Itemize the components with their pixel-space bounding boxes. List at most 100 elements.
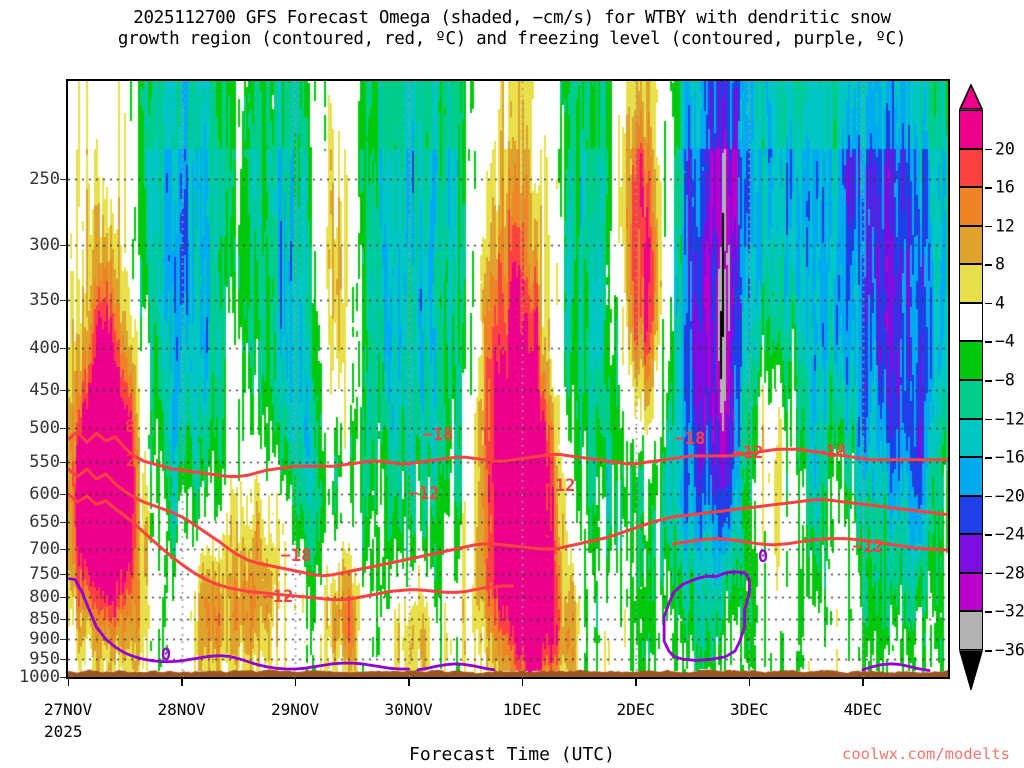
colorbar-band: [959, 341, 983, 380]
colorbar-band: [959, 418, 983, 458]
colorbar-tick: [985, 457, 992, 459]
y-axis-tick-label: 450: [29, 380, 60, 401]
x-axis-tick: [862, 679, 864, 686]
page-title: 2025112700 GFS Forecast Omega (shaded, −…: [117, 8, 907, 49]
x-axis-tick-label: 1DEC: [502, 700, 542, 719]
colorbar-tick: [985, 650, 992, 652]
colorbar-legend: 20 16 12 8 4 −4 −8 −12 −16 −20 −24 −28 −32 −36: [958, 83, 1024, 692]
y-axis-tick-label: 550: [29, 452, 60, 473]
y-axis-tick: [60, 522, 66, 524]
y-axis-tick: [60, 390, 66, 392]
colorbar-band: [959, 302, 983, 342]
colorbar-under-arrow: [958, 650, 984, 692]
colorbar-tick-label: −28: [995, 563, 1024, 583]
colorbar-tick: [985, 534, 992, 536]
colorbar-band: [959, 380, 983, 419]
colorbar-band: [959, 457, 983, 496]
y-axis-tick: [60, 618, 66, 620]
colorbar-band: [959, 110, 983, 149]
y-axis-tick-label: 700: [29, 538, 60, 559]
colorbar-band: [959, 187, 983, 226]
colorbar-tick: [985, 572, 992, 575]
colorbar-tick-label: 20: [995, 139, 1015, 159]
x-axis-tick: [294, 679, 297, 686]
colorbar-tick-label: 8: [995, 254, 1005, 274]
colorbar-tick-label: −36: [995, 640, 1024, 660]
colorbar-band: [959, 148, 983, 188]
colorbar-tick: [985, 418, 992, 421]
x-axis-tick: [635, 679, 637, 686]
colorbar-tick-label: 12: [995, 216, 1015, 236]
x-axis-tick-label: 28NOV: [157, 700, 206, 719]
colorbar-tick: [985, 611, 992, 613]
x-axis-tick: [408, 679, 410, 686]
colorbar-tick: [985, 341, 992, 343]
colorbar-tick: [985, 302, 992, 305]
y-axis-tick: [60, 493, 66, 495]
y-axis-tick: [60, 548, 66, 550]
colorbar-band: [959, 264, 983, 303]
x-axis-tick: [67, 679, 69, 686]
colorbar-tick-label: 4: [995, 293, 1005, 313]
colorbar-tick-label: −24: [995, 524, 1024, 544]
y-axis-tick: [60, 677, 66, 678]
y-axis-tick-label: 300: [29, 234, 60, 255]
colorbar-band: [959, 495, 983, 535]
x-axis-tick: [521, 679, 524, 686]
y-axis-tick: [60, 573, 66, 575]
y-axis-tick-label: 600: [29, 483, 60, 504]
y-axis-tick-label: 1000: [19, 667, 60, 687]
x-axis-tick-label: 30NOV: [384, 700, 433, 719]
x-axis-tick-label: 4DEC: [843, 700, 883, 719]
y-axis-tick: [60, 596, 66, 598]
x-axis: 27NOV 28NOV 29NOV 30NOV 1DEC 2DEC 3DEC 4DEC: [0, 679, 1024, 724]
y-axis-tick-label: 250: [29, 169, 60, 190]
y-axis-tick-label: 400: [29, 338, 60, 359]
y-axis-tick-label: 500: [29, 418, 60, 439]
colorbar-tick-label: −32: [995, 601, 1024, 621]
colorbar-tick: [985, 225, 992, 228]
colorbar-tick-label: −16: [995, 447, 1024, 467]
x-axis-tick-label: 27NOV: [43, 700, 93, 719]
chart-plot-area: 8 2 −18 −12 −18 −12 −12 −18 −12 −18 −12 0 0: [66, 79, 950, 679]
x-axis-tick: [181, 679, 183, 686]
colorbar-tick: [985, 148, 992, 151]
y-axis-tick-label: 850: [29, 608, 60, 629]
x-axis-tick-label: 29NOV: [271, 700, 320, 719]
y-axis-tick: [60, 428, 66, 430]
colorbar-tick-label: −4: [995, 331, 1015, 351]
colorbar-tick: [985, 187, 992, 189]
colorbar-over-arrow: [958, 83, 984, 110]
colorbar-tick-label: −20: [995, 486, 1024, 506]
x-axis-tick: [748, 679, 751, 686]
y-axis-tick: [60, 658, 66, 660]
colorbar-tick: [985, 380, 992, 382]
colorbar-band: [959, 225, 983, 265]
x-axis-year-label: 2025: [44, 722, 83, 741]
x-axis-title: Forecast Time (UTC): [409, 744, 615, 765]
y-axis-tick-label: 350: [29, 290, 60, 311]
colorbar-tick-label: −12: [995, 409, 1024, 429]
colorbar-tick: [985, 264, 992, 266]
y-axis-tick-label: 750: [29, 563, 60, 584]
y-axis-tick: [60, 348, 66, 350]
omega-shading-canvas: [68, 81, 948, 677]
y-axis-tick-label: 900: [29, 629, 60, 650]
y-axis-tick: [60, 639, 66, 641]
colorbar-band: [959, 534, 983, 573]
y-axis-tick: [60, 244, 66, 246]
y-axis-tick-label: 800: [29, 586, 60, 607]
y-axis-tick-label: 950: [29, 648, 60, 669]
x-axis-tick-label: 3DEC: [730, 700, 769, 719]
y-axis-tick-label: 650: [29, 512, 60, 533]
colorbar-band: [959, 572, 983, 612]
y-axis: 250 300 350 400 450 500 550 600 650 700 750 800 850 9…: [0, 0, 66, 768]
y-axis-tick: [60, 300, 66, 302]
y-axis-tick: [60, 179, 66, 181]
colorbar-tick: [985, 495, 992, 498]
colorbar-tick-label: −8: [995, 370, 1015, 390]
colorbar-tick-label: 16: [995, 177, 1015, 197]
y-axis-tick: [60, 462, 66, 464]
x-axis-tick-label: 2DEC: [616, 700, 655, 719]
watermark: coolwx.com/modelts: [842, 745, 1010, 763]
